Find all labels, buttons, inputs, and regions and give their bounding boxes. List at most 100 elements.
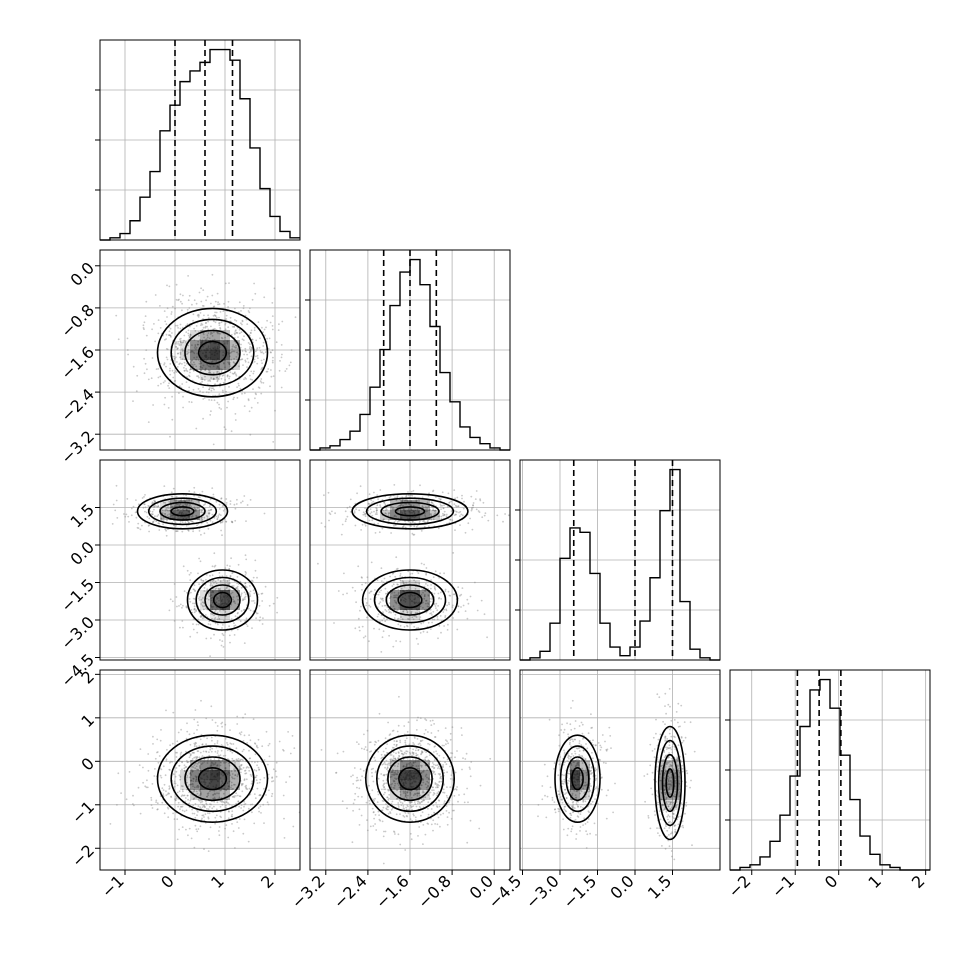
sample-point <box>216 725 219 727</box>
sample-point <box>182 341 185 344</box>
sample-point <box>222 634 225 637</box>
sample-point <box>496 514 499 517</box>
sample-point <box>429 508 431 511</box>
sample-point <box>251 338 254 341</box>
sample-point <box>380 651 383 653</box>
sample-point <box>164 338 166 341</box>
sample-point <box>241 338 244 341</box>
sample-point <box>210 302 212 305</box>
sample-point <box>194 508 197 511</box>
density-cell <box>220 590 230 600</box>
sample-point <box>233 396 235 399</box>
sample-point <box>194 824 197 827</box>
sample-point <box>193 588 196 591</box>
sample-point <box>230 351 233 353</box>
sample-point <box>219 580 222 583</box>
sample-point <box>143 503 146 506</box>
sample-point <box>462 757 464 760</box>
sample-point <box>216 379 219 382</box>
sample-point <box>191 363 194 366</box>
sample-point <box>323 494 325 497</box>
sample-point <box>470 761 473 763</box>
sample-point <box>174 357 176 360</box>
sample-point <box>482 501 485 504</box>
sample-point <box>197 496 200 498</box>
sample-point <box>181 530 184 533</box>
density-cell <box>160 510 170 520</box>
sample-point <box>189 361 192 364</box>
sample-point <box>363 733 365 736</box>
sample-point <box>266 337 268 340</box>
sample-point <box>212 378 215 381</box>
sample-point <box>190 572 192 574</box>
sample-point <box>251 379 254 381</box>
sample-point <box>456 496 459 499</box>
sample-point <box>328 519 330 522</box>
sample-point <box>155 520 158 523</box>
sample-point <box>164 320 167 323</box>
density-cell <box>230 340 240 350</box>
sample-point <box>213 327 216 330</box>
sample-point <box>203 587 206 589</box>
sample-point <box>214 721 217 724</box>
sample-point <box>160 517 163 520</box>
sample-point <box>224 610 227 613</box>
sample-point <box>219 328 222 330</box>
sample-point <box>263 822 265 824</box>
sample-point <box>165 534 168 537</box>
sample-point <box>271 328 274 331</box>
sample-point <box>272 768 275 771</box>
sample-point <box>214 300 217 303</box>
sample-point <box>218 513 221 516</box>
joint-panel-0-3 <box>99 669 301 871</box>
sample-point <box>232 373 235 375</box>
sample-point <box>471 528 474 531</box>
histogram-panel-2 <box>515 459 721 661</box>
sample-point <box>602 761 605 764</box>
sample-point <box>204 583 207 586</box>
sample-point <box>175 505 178 507</box>
sample-point <box>195 365 198 368</box>
sample-point <box>196 314 199 317</box>
sample-point <box>225 318 228 320</box>
sample-point <box>199 509 201 511</box>
sample-point <box>227 326 230 329</box>
sample-point <box>252 589 255 592</box>
sample-point <box>185 368 188 370</box>
sample-point <box>440 631 442 634</box>
sample-point <box>210 387 213 390</box>
sample-point <box>233 503 236 506</box>
sample-point <box>222 624 224 626</box>
sample-point <box>228 375 231 378</box>
sample-point <box>201 604 204 607</box>
sample-point <box>220 644 223 647</box>
sample-point <box>184 341 187 343</box>
sample-point <box>242 598 245 601</box>
sample-point <box>178 343 180 345</box>
sample-point <box>137 786 140 789</box>
sample-point <box>340 533 343 536</box>
sample-point <box>209 623 212 626</box>
sample-point <box>236 586 238 589</box>
sample-point <box>255 612 258 615</box>
sample-point <box>607 789 609 792</box>
sample-point <box>190 837 193 840</box>
sample-point <box>214 564 217 567</box>
sample-point <box>193 486 196 489</box>
sample-point <box>218 332 221 335</box>
sample-point <box>115 484 118 487</box>
sample-point <box>151 328 154 331</box>
density-contour <box>170 506 195 517</box>
sample-point <box>237 354 240 356</box>
sample-point <box>226 586 228 589</box>
sample-point <box>247 310 250 312</box>
sample-point <box>234 624 237 627</box>
sample-point <box>203 516 206 519</box>
histogram-step <box>730 678 930 871</box>
sample-point <box>132 400 134 402</box>
sample-point <box>361 775 363 778</box>
sample-point <box>579 826 582 828</box>
sample-point <box>226 374 229 377</box>
sample-point <box>212 314 215 317</box>
sample-point <box>137 527 140 529</box>
